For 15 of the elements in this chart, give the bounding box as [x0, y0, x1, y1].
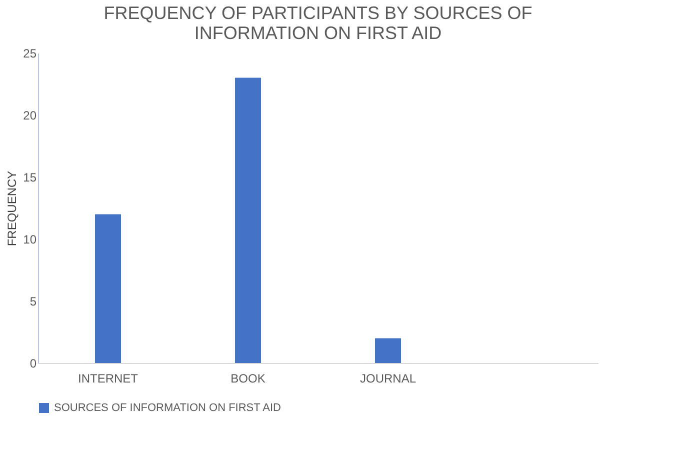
y-tick-label: 5 — [30, 294, 37, 308]
legend-label: SOURCES OF INFORMATION ON FIRST AID — [54, 402, 281, 414]
y-tick-label: 0 — [30, 356, 37, 370]
x-tick-label: INTERNET — [78, 372, 139, 386]
bar — [375, 338, 401, 363]
y-tick-label: 25 — [23, 46, 37, 60]
x-tick-label: BOOK — [230, 372, 266, 386]
bar — [95, 214, 121, 363]
bar — [235, 78, 261, 363]
y-tick-label: 10 — [23, 232, 37, 246]
x-tick-label: JOURNAL — [360, 372, 416, 386]
chart-title: FREQUENCY OF PARTICIPANTS BY SOURCES OF INFORMATION ON FIRST AID — [104, 3, 532, 43]
y-tick-label: 20 — [23, 108, 37, 122]
y-axis-title: FREQUENCY — [5, 170, 20, 246]
y-tick-label: 15 — [23, 170, 37, 184]
